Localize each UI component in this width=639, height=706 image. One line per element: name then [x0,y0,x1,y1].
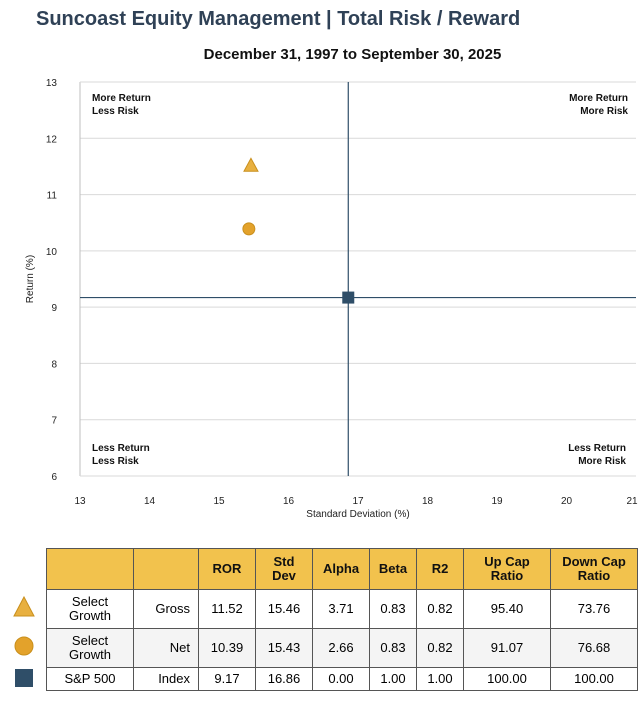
cell-down-cap: 76.68 [550,628,638,668]
cell-alpha: 0.00 [312,667,370,691]
header-up-cap-ratio: Up Cap Ratio [463,548,551,590]
y-tick-label: 11 [47,191,58,202]
row-type: Index [133,667,199,691]
quadrant-label-bottom-right: More Risk [578,456,626,467]
cell-r2: 1.00 [416,667,464,691]
x-axis-label: Standard Deviation (%) [306,509,409,520]
point-gross-triangle [243,157,259,172]
x-tick-label: 20 [561,496,573,507]
y-tick-label: 10 [46,247,58,258]
x-tick-label: 21 [626,496,638,507]
y-tick-label: 9 [51,303,57,314]
point-index-square [342,291,355,304]
x-tick-label: 17 [352,496,364,507]
page-title: Suncoast Equity Management | Total Risk … [36,8,521,30]
cell-ror: 10.39 [198,628,256,668]
table-header-row: ROR Std Dev Alpha Beta R2 Up Cap Ratio Dow… [46,548,638,590]
quadrant-label-bottom-left: Less Risk [92,456,139,467]
cell-std-dev: 16.86 [255,667,313,691]
cell-up-cap: 91.07 [463,628,551,668]
quadrant-label-top-left: More Return [92,93,151,104]
cell-r2: 0.82 [416,628,464,668]
point-net-circle [242,222,256,236]
cell-ror: 9.17 [198,667,256,691]
cell-alpha: 2.66 [312,628,370,668]
row-type: Net [133,628,199,668]
quadrant-label-top-right: More Return [569,93,628,104]
cell-down-cap: 73.76 [550,589,638,629]
header-ror: ROR [198,548,256,590]
quadrant-label-bottom-left: Less Return [92,443,150,454]
row-type: Gross [133,589,199,629]
header-r2: R2 [416,548,464,590]
x-tick-label: 18 [422,496,434,507]
gross-legend-triangle-icon [13,595,35,617]
net-legend-circle-icon [14,636,34,656]
cell-ror: 11.52 [198,589,256,629]
cell-up-cap: 100.00 [463,667,551,691]
y-tick-label: 12 [46,134,58,145]
table-row: Select Growth Gross 11.52 15.46 3.71 0.83… [46,589,638,629]
page-subtitle: December 31, 1997 to September 30, 2025 [203,46,502,63]
table-row: S&P 500 Index 9.17 16.86 0.00 1.00 1.00 … [46,667,638,691]
y-axis-label: Return (%) [25,255,36,303]
quadrant-label-bottom-right: Less Return [568,443,626,454]
table-legend-markers [13,595,35,687]
row-name: S&P 500 [46,667,134,691]
cell-beta: 0.83 [369,589,417,629]
header-alpha: Alpha [312,548,370,590]
table-row: Select Growth Net 10.39 15.43 2.66 0.83 0… [46,628,638,668]
header-down-cap-ratio: Down Cap Ratio [550,548,638,590]
y-tick-label: 8 [51,359,57,370]
cell-beta: 1.00 [369,667,417,691]
y-tick-label: 13 [46,78,58,89]
row-name: Select Growth [46,628,134,668]
header-type-cell [133,548,199,590]
cell-std-dev: 15.43 [255,628,313,668]
x-tick-label: 19 [491,496,503,507]
cell-r2: 0.82 [416,589,464,629]
x-tick-label: 15 [213,496,225,507]
row-name: Select Growth [46,589,134,629]
cell-std-dev: 15.46 [255,589,313,629]
quadrant-label-top-left: Less Risk [92,106,139,117]
cell-alpha: 3.71 [312,589,370,629]
header-beta: Beta [369,548,417,590]
header-name-cell [46,548,134,590]
index-legend-square-icon [15,669,33,687]
y-tick-label: 7 [51,416,57,427]
quadrant-label-top-right: More Risk [580,106,628,117]
risk-reward-chart: 6 7 8 9 10 11 12 13 13 14 15 16 17 18 19 20 21 Standard D… [25,78,638,520]
x-tick-label: 16 [283,496,295,507]
x-tick-label: 13 [74,496,86,507]
statistics-table: ROR Std Dev Alpha Beta R2 Up Cap Ratio Dow… [46,548,638,691]
header-std-dev: Std Dev [255,548,313,590]
cell-down-cap: 100.00 [550,667,638,691]
x-tick-label: 14 [144,496,156,507]
y-tick-label: 6 [51,472,57,483]
cell-up-cap: 95.40 [463,589,551,629]
cell-beta: 0.83 [369,628,417,668]
